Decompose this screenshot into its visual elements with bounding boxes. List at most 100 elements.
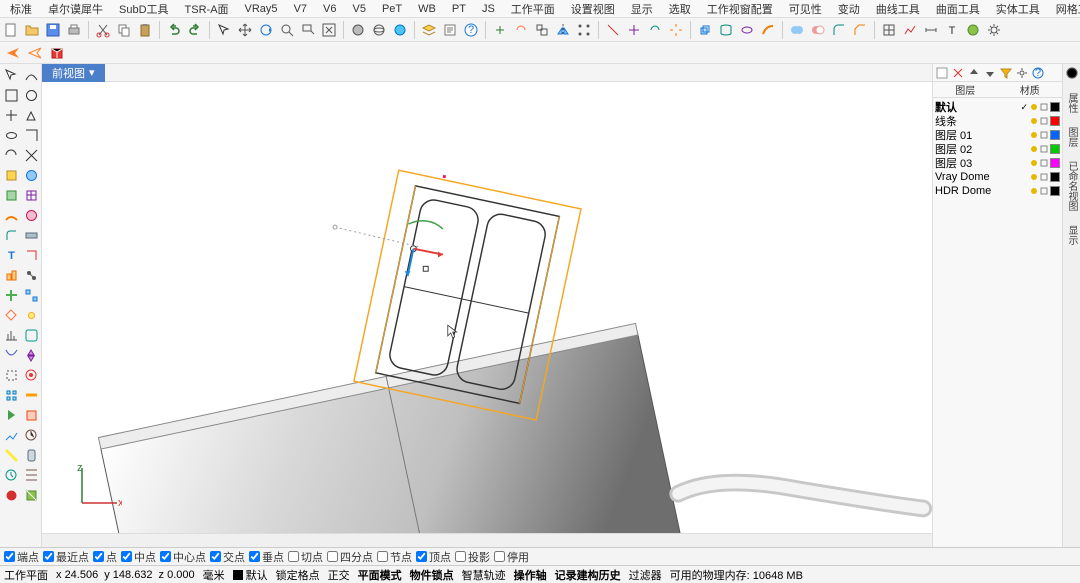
mirror-icon[interactable] [554, 21, 572, 39]
tool-31[interactable] [22, 366, 40, 384]
tool-38[interactable] [2, 446, 20, 464]
tool-43[interactable] [22, 486, 40, 504]
tool-15[interactable] [22, 206, 40, 224]
chamfer-icon[interactable] [851, 21, 869, 39]
menu-PeT[interactable]: PeT [374, 3, 410, 15]
up-icon[interactable] [967, 66, 981, 80]
tool-30[interactable] [2, 366, 20, 384]
tool-37[interactable] [22, 426, 40, 444]
filter-icon[interactable] [999, 66, 1013, 80]
menu-工作平面[interactable]: 工作平面 [503, 1, 563, 17]
tool-21[interactable] [22, 266, 40, 284]
tool-24[interactable] [2, 306, 20, 324]
osnap-停用[interactable]: 停用 [494, 549, 529, 565]
tool-13[interactable] [22, 186, 40, 204]
tool-39[interactable] [22, 446, 40, 464]
layer-row[interactable]: 线条 [935, 114, 1060, 128]
menu-TSR-A面[interactable]: TSR-A面 [177, 1, 237, 17]
osnap-交点[interactable]: 交点 [210, 549, 245, 565]
extrude-icon[interactable] [696, 21, 714, 39]
tool-18[interactable]: T [2, 246, 20, 264]
layer-row[interactable]: 默认✓ [935, 100, 1060, 114]
menu-变动[interactable]: 变动 [830, 1, 868, 17]
tool-0[interactable] [2, 66, 20, 84]
tool-16[interactable] [2, 226, 20, 244]
delete-layer-icon[interactable] [951, 66, 965, 80]
tool-9[interactable] [22, 146, 40, 164]
filter-toggle[interactable]: 过滤器 [629, 567, 662, 583]
tool-7[interactable] [22, 126, 40, 144]
tool-34[interactable] [2, 406, 20, 424]
pan-icon[interactable] [236, 21, 254, 39]
sweep-icon[interactable] [759, 21, 777, 39]
cut-icon[interactable] [94, 21, 112, 39]
menu-工作视窗配置[interactable]: 工作视窗配置 [699, 1, 781, 17]
revolve-icon[interactable] [738, 21, 756, 39]
tool-4[interactable] [2, 106, 20, 124]
tool-41[interactable] [22, 466, 40, 484]
help-icon[interactable]: ? [462, 21, 480, 39]
undo-icon[interactable] [165, 21, 183, 39]
tool-3[interactable] [22, 86, 40, 104]
layer-row[interactable]: HDR Dome [935, 184, 1060, 198]
menu-标准[interactable]: 标准 [2, 1, 40, 17]
view-tab-front[interactable]: 前视图 ▾ [42, 64, 105, 82]
menu-V5[interactable]: V5 [345, 3, 374, 15]
osnap-四分点[interactable]: 四分点 [327, 549, 373, 565]
array-icon[interactable] [575, 21, 593, 39]
tool-12[interactable] [2, 186, 20, 204]
analyze-icon[interactable] [901, 21, 919, 39]
tab-layers[interactable]: 图层 [933, 82, 998, 97]
tool-23[interactable] [22, 286, 40, 304]
layer-row[interactable]: 图层 01 [935, 128, 1060, 142]
osnap-最近点[interactable]: 最近点 [43, 549, 89, 565]
tab-icon-circle[interactable] [1065, 66, 1079, 83]
osnap-垂点[interactable]: 垂点 [249, 549, 284, 565]
tool-14[interactable] [2, 206, 20, 224]
planar-toggle[interactable]: 平面模式 [358, 567, 402, 583]
rotate-view-icon[interactable] [257, 21, 275, 39]
menu-VRay5[interactable]: VRay5 [237, 3, 286, 15]
tool-25[interactable] [22, 306, 40, 324]
zoom-window-icon[interactable] [299, 21, 317, 39]
menu-实体工具[interactable]: 实体工具 [988, 1, 1048, 17]
split-icon[interactable] [625, 21, 643, 39]
menu-SubD工具[interactable]: SubD工具 [111, 1, 177, 17]
menu-曲面工具[interactable]: 曲面工具 [928, 1, 988, 17]
dimension-icon[interactable] [922, 21, 940, 39]
zoom-icon[interactable] [278, 21, 296, 39]
gumball[interactable] [405, 221, 443, 276]
send-icon[interactable] [4, 44, 22, 62]
tool-36[interactable] [2, 426, 20, 444]
scale-icon[interactable] [533, 21, 551, 39]
send2-icon[interactable] [26, 44, 44, 62]
layer-icon[interactable] [420, 21, 438, 39]
menu-WB[interactable]: WB [410, 3, 444, 15]
osnap-投影[interactable]: 投影 [455, 549, 490, 565]
osnap-切点[interactable]: 切点 [288, 549, 323, 565]
tool-22[interactable] [2, 286, 20, 304]
osnap-中点[interactable]: 中点 [121, 549, 156, 565]
menu-V7[interactable]: V7 [286, 3, 315, 15]
grasshopper-icon[interactable] [964, 21, 982, 39]
tool-17[interactable] [22, 226, 40, 244]
osnap-中心点[interactable]: 中心点 [160, 549, 206, 565]
menu-网格工具[interactable]: 网格工具 [1048, 1, 1080, 17]
smarttrack-toggle[interactable]: 智慧轨迹 [462, 567, 506, 583]
tool-6[interactable] [2, 126, 20, 144]
tool-26[interactable] [2, 326, 20, 344]
tool-29[interactable] [22, 346, 40, 364]
tool-8[interactable] [2, 146, 20, 164]
history-toggle[interactable]: 记录建构历史 [555, 567, 621, 583]
rotate-icon[interactable] [512, 21, 530, 39]
join-icon[interactable] [646, 21, 664, 39]
wireframe-icon[interactable] [370, 21, 388, 39]
menu-显示[interactable]: 显示 [623, 1, 661, 17]
layer-row[interactable]: Vray Dome [935, 170, 1060, 184]
current-layer[interactable]: 默认 [233, 567, 268, 583]
side-tab-named-views[interactable]: 已命名视图 [1063, 157, 1080, 215]
osnap-顶点[interactable]: 顶点 [416, 549, 451, 565]
text-icon[interactable]: T [943, 21, 961, 39]
render-icon[interactable] [391, 21, 409, 39]
tool-33[interactable] [22, 386, 40, 404]
